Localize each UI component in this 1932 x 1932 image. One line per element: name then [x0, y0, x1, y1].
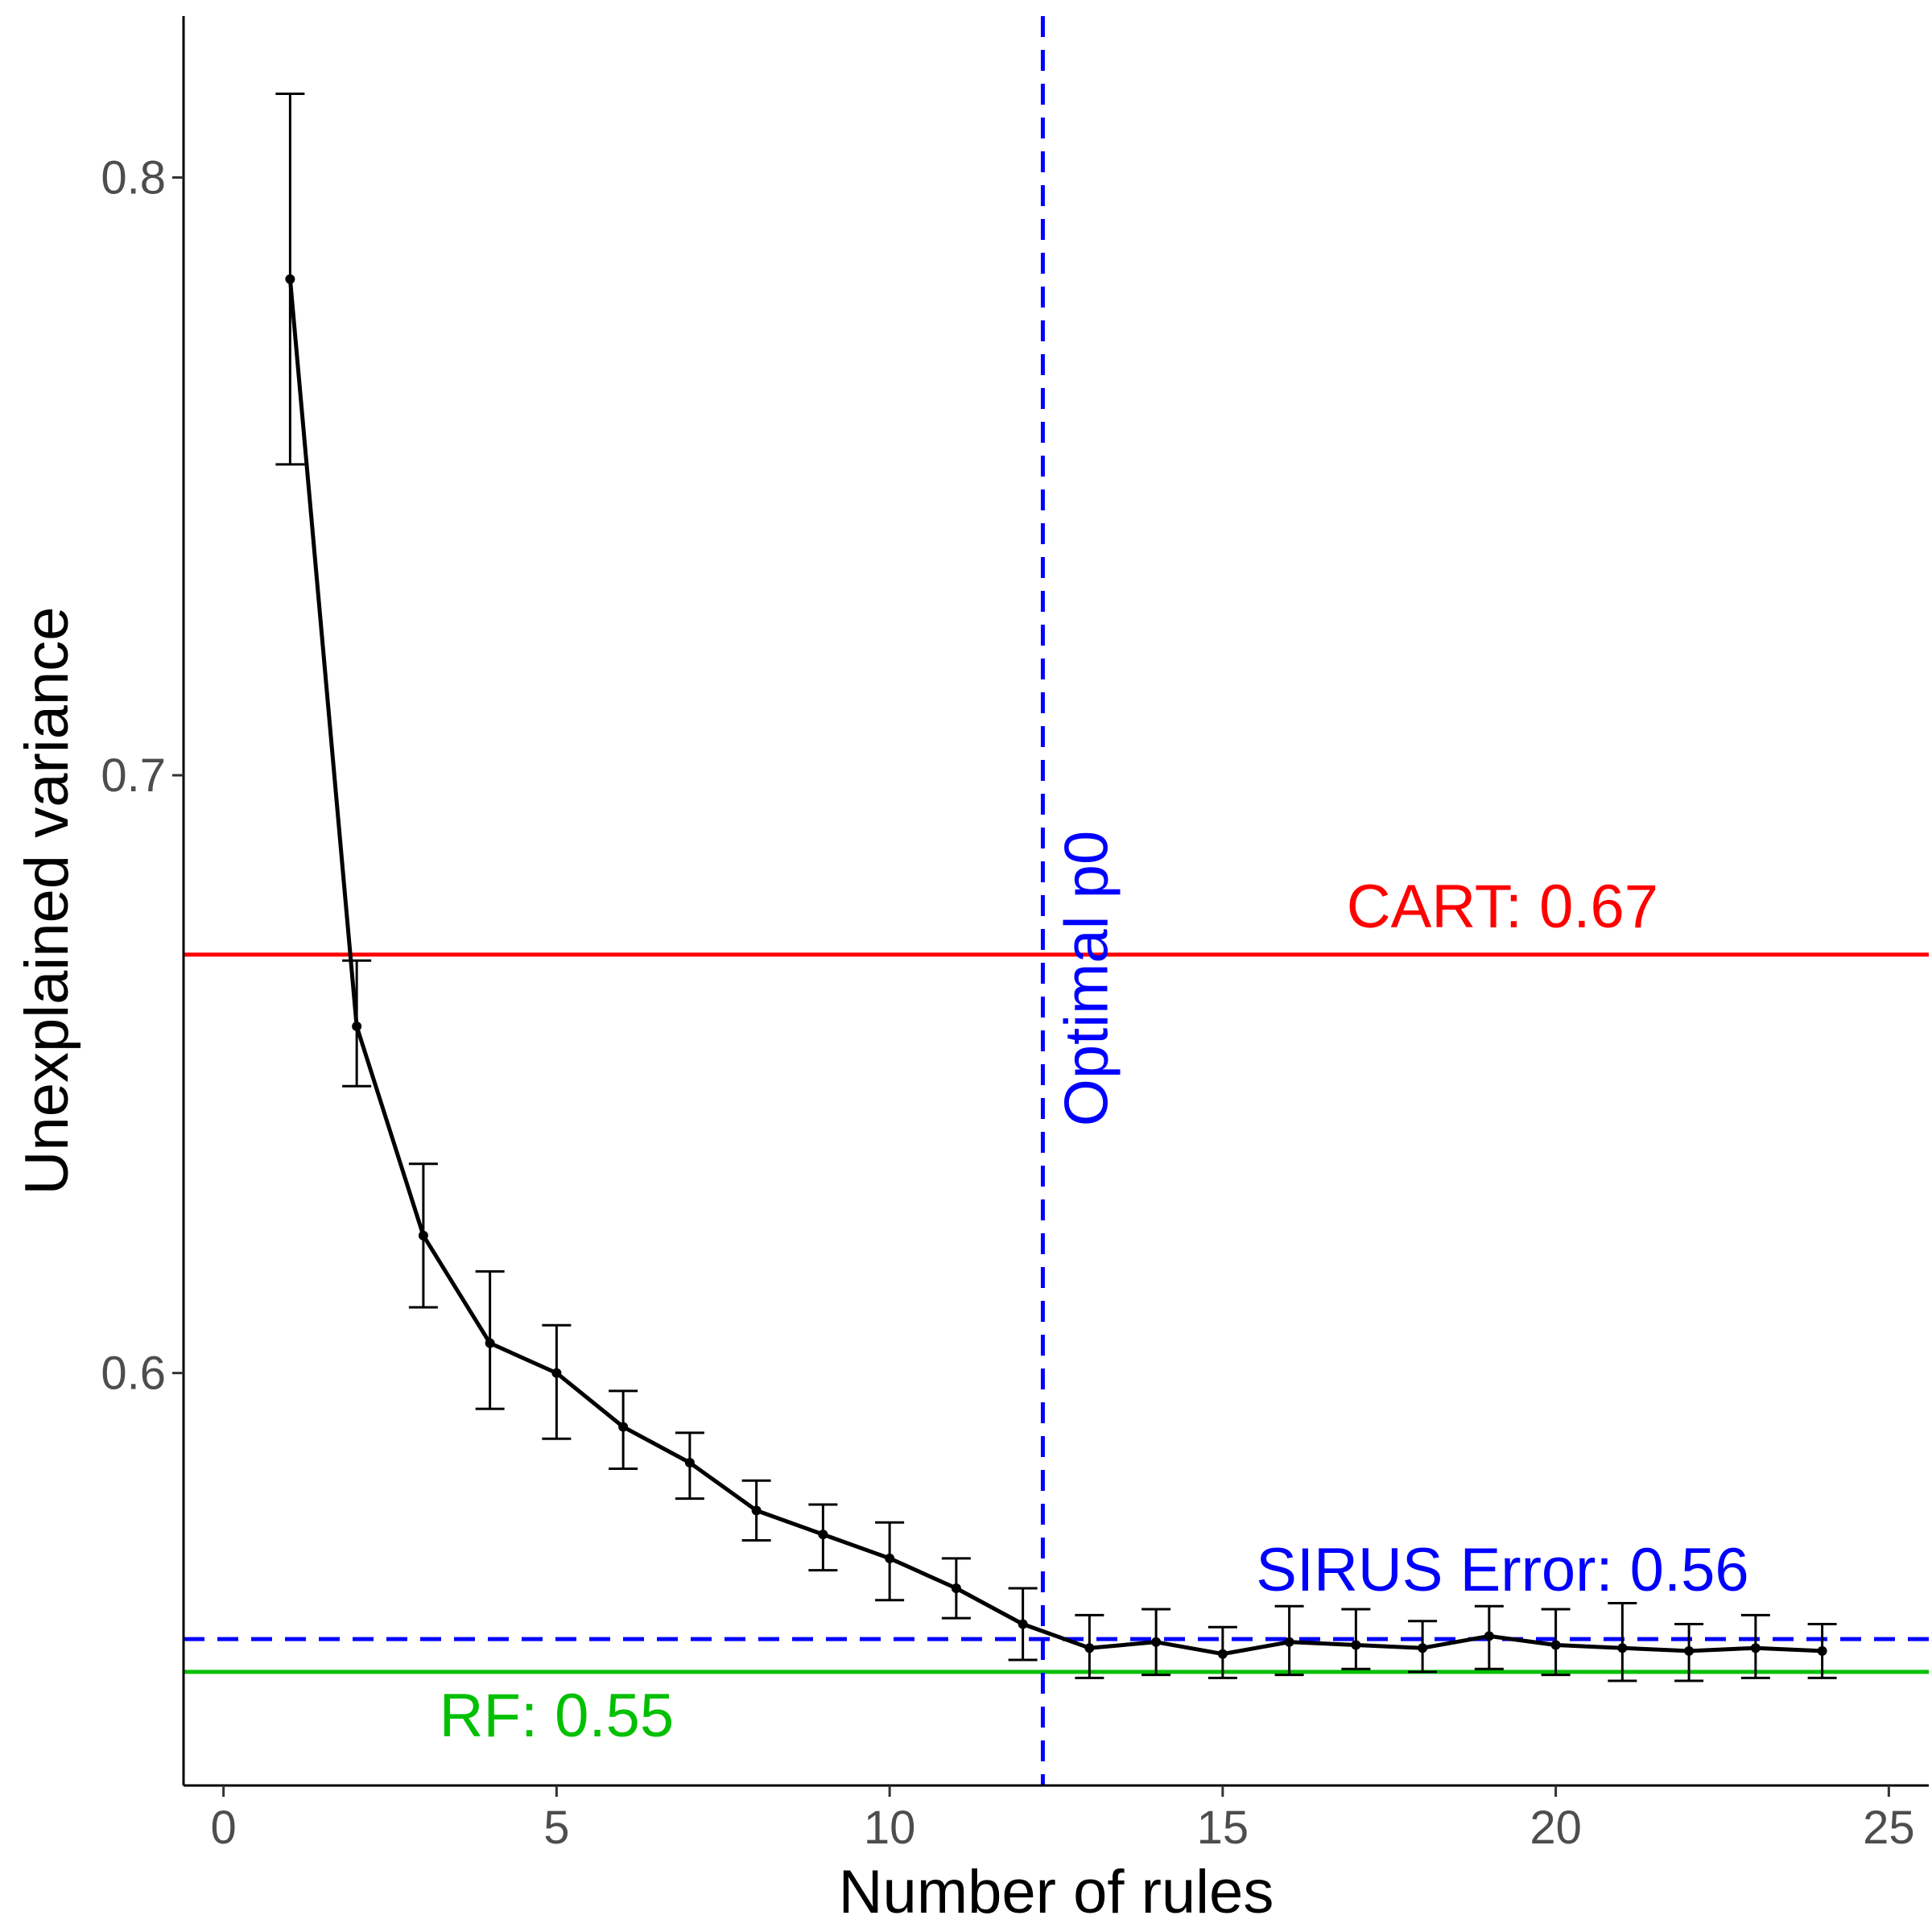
error-bar — [542, 1323, 572, 1440]
x-tick-label: 25 — [1863, 1802, 1915, 1854]
data-point — [885, 1553, 895, 1563]
data-point — [618, 1422, 629, 1432]
annotations: CART: 0.67 SIRUS Error: 0.56 RF: 0.55 Op… — [440, 831, 1749, 1750]
data-point — [1617, 1643, 1628, 1653]
data-point — [1284, 1637, 1294, 1647]
data-point — [551, 1368, 562, 1378]
data-point — [751, 1505, 762, 1516]
y-tick-label: 0.8 — [101, 151, 166, 204]
series-line — [287, 279, 1823, 1657]
error-bar — [1608, 1602, 1637, 1682]
reference-lines — [184, 952, 1929, 1674]
data-point — [1484, 1631, 1494, 1641]
data-point — [1750, 1643, 1761, 1653]
y-ticks: 0.6 0.7 0.8 — [101, 151, 184, 1400]
axes: 0 5 10 15 20 25 0.6 0.7 0.8 Number of rules Une… — [13, 16, 1929, 1926]
data-point — [684, 1458, 695, 1468]
data-point — [951, 1583, 961, 1593]
series-layer — [275, 93, 1837, 1682]
sirus-error-label: SIRUS Error: 0.56 — [1256, 1536, 1748, 1604]
data-point — [1217, 1649, 1228, 1659]
plot-area — [184, 16, 1929, 1785]
error-bar — [1341, 1608, 1371, 1670]
data-point — [352, 1021, 362, 1031]
data-point — [1151, 1637, 1162, 1647]
rf-label: RF: 0.55 — [440, 1682, 674, 1750]
x-tick-label: 5 — [543, 1802, 569, 1854]
data-point — [1817, 1645, 1827, 1656]
data-point — [818, 1530, 828, 1540]
x-tick-label: 20 — [1530, 1802, 1582, 1854]
y-axis-title: Unexplained variance — [13, 607, 81, 1195]
x-tick-label: 0 — [211, 1802, 237, 1854]
y-tick-label: 0.7 — [101, 749, 166, 802]
cart-label: CART: 0.67 — [1347, 873, 1658, 941]
data-point — [1550, 1640, 1561, 1650]
data-point — [1018, 1619, 1028, 1629]
y-tick-label: 0.6 — [101, 1348, 166, 1400]
data-point — [1084, 1643, 1095, 1653]
x-ticks: 0 5 10 15 20 25 — [211, 1785, 1915, 1854]
data-point — [1351, 1640, 1361, 1650]
data-point — [1684, 1645, 1695, 1656]
data-point — [485, 1338, 495, 1348]
data-point — [1418, 1643, 1428, 1653]
data-point — [418, 1230, 428, 1241]
optimal-p0-label: Optimal p0 — [1052, 831, 1121, 1127]
x-tick-label: 15 — [1197, 1802, 1249, 1854]
x-axis-title: Number of rules — [839, 1858, 1274, 1926]
data-point — [285, 274, 295, 284]
x-tick-label: 10 — [864, 1802, 916, 1854]
